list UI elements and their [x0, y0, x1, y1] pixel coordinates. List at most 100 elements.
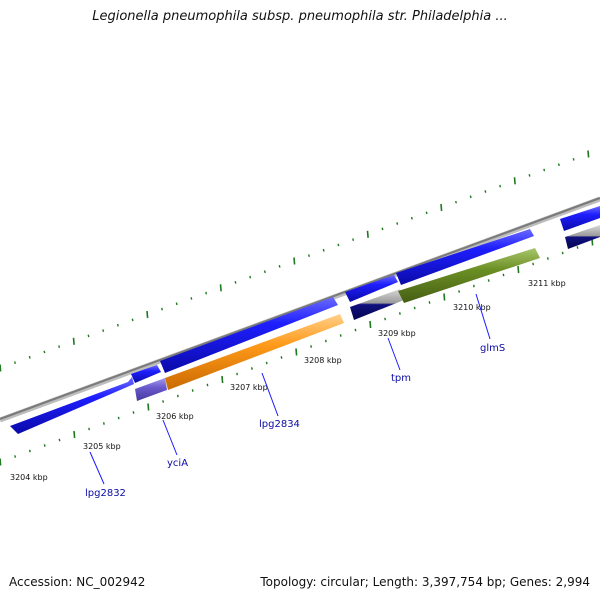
major-tick	[443, 293, 446, 301]
minor-tick	[205, 291, 208, 295]
minor-tick	[28, 449, 31, 453]
minor-tick	[455, 200, 457, 204]
major-tick	[366, 230, 369, 238]
minor-tick	[43, 444, 46, 447]
major-tick	[221, 375, 224, 384]
major-tick	[147, 403, 150, 411]
minor-tick	[546, 257, 549, 260]
minor-tick	[469, 195, 472, 199]
accession-text: Accession: NC_002942	[9, 575, 146, 589]
kbp-label-3208: 3208 kbp	[304, 356, 342, 365]
gene-purple-right[interactable]	[565, 225, 600, 249]
major-tick	[219, 284, 222, 292]
minor-tick	[132, 411, 135, 414]
minor-tick	[428, 301, 431, 304]
gene-blue-3[interactable]	[160, 297, 338, 373]
minor-tick	[249, 275, 252, 279]
minor-tick	[278, 265, 281, 268]
minor-tick	[206, 383, 209, 387]
minor-tick	[28, 355, 31, 359]
minor-tick	[487, 279, 490, 282]
minor-tick	[337, 243, 340, 247]
minor-tick	[354, 328, 357, 332]
minor-tick	[543, 168, 546, 172]
minor-tick	[458, 290, 461, 293]
gene-lpg2832[interactable]	[10, 377, 134, 434]
minor-tick	[396, 222, 399, 225]
genome-summary-text: Topology: circular; Length: 3,397,754 bp…	[260, 575, 590, 589]
gene-blue-2[interactable]	[131, 365, 161, 383]
minor-tick	[131, 318, 134, 322]
kbp-label-3211: 3211 kbp	[528, 279, 566, 288]
major-tick	[587, 150, 590, 158]
minor-tick	[381, 227, 384, 231]
minor-tick	[310, 345, 313, 348]
minor-tick	[484, 190, 487, 193]
gene-label-lpg2834[interactable]: lpg2834	[259, 419, 300, 430]
gene-yciA[interactable]	[135, 378, 167, 401]
kbp-label-3207: 3207 kbp	[230, 383, 268, 392]
major-tick	[440, 203, 443, 212]
gene-label-glmS[interactable]: glmS	[480, 343, 505, 354]
minor-tick	[561, 251, 564, 255]
gene-label-lpg2832[interactable]: lpg2832	[85, 488, 126, 499]
minor-tick	[324, 339, 327, 343]
major-tick	[517, 265, 520, 274]
minor-tick	[117, 416, 120, 420]
minor-tick	[175, 302, 178, 306]
minor-tick	[280, 356, 283, 359]
tick-scale	[0, 150, 594, 466]
genome-backbone	[0, 196, 600, 423]
minor-tick	[572, 158, 575, 161]
minor-tick	[14, 455, 17, 458]
major-tick	[0, 458, 2, 466]
minor-tick	[116, 323, 119, 327]
kbp-label-3210: 3210 kbp	[453, 303, 491, 312]
map-title: Legionella pneumophila subsp. pneumophil…	[92, 9, 508, 24]
minor-tick	[384, 317, 387, 321]
minor-tick	[236, 372, 239, 376]
gene-glmS[interactable]	[398, 248, 540, 303]
minor-tick	[425, 211, 428, 215]
minor-tick	[472, 284, 475, 288]
minor-tick	[162, 400, 165, 403]
gene-label-tpm[interactable]: tpm	[391, 373, 411, 384]
gene-blue-6[interactable]	[560, 206, 600, 231]
minor-tick	[265, 361, 268, 365]
minor-tick	[43, 350, 46, 354]
minor-tick	[576, 246, 579, 249]
gene-lpg2834[interactable]	[165, 314, 344, 390]
minor-tick	[87, 334, 90, 338]
minor-tick	[322, 248, 325, 252]
minor-tick	[161, 307, 163, 311]
gene-blue-5[interactable]	[396, 229, 534, 285]
minor-tick	[190, 297, 193, 300]
gene-tpm[interactable]	[350, 289, 404, 320]
major-tick	[72, 337, 75, 345]
minor-tick	[102, 422, 105, 425]
minor-tick	[352, 238, 355, 241]
minor-tick	[176, 394, 179, 398]
major-tick	[293, 257, 296, 265]
minor-tick	[191, 389, 194, 392]
minor-tick	[410, 216, 413, 220]
minor-tick	[58, 345, 61, 348]
minor-tick	[528, 174, 531, 177]
gene-blue-4[interactable]	[345, 275, 398, 302]
major-tick	[369, 320, 372, 329]
kbp-label-3204: 3204 kbp	[10, 473, 48, 482]
major-tick	[146, 310, 149, 319]
minor-tick	[250, 367, 253, 370]
minor-tick	[88, 427, 91, 431]
minor-tick	[398, 312, 401, 315]
minor-tick	[499, 184, 502, 188]
kbp-label-3205: 3205 kbp	[83, 442, 121, 451]
major-tick	[73, 430, 76, 439]
major-tick	[513, 177, 516, 185]
minor-tick	[502, 273, 505, 277]
gene-label-yciA[interactable]: yciA	[167, 458, 188, 469]
minor-tick	[263, 270, 266, 274]
minor-tick	[532, 262, 535, 266]
kbp-label-3209: 3209 kbp	[378, 329, 416, 338]
